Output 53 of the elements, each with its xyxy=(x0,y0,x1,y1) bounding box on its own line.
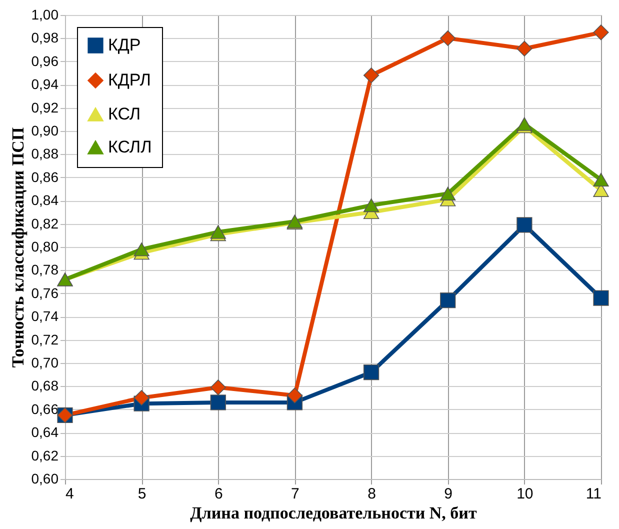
point xyxy=(516,40,532,56)
y-tick-label: 0,80 xyxy=(31,238,59,254)
x-axis-title: Длина подпоследовательности N, бит xyxy=(190,504,478,522)
legend-label: КДР xyxy=(108,36,141,54)
x-tick-label: 9 xyxy=(444,486,453,502)
y-tick-label: 0,68 xyxy=(31,378,59,394)
point xyxy=(286,388,303,404)
y-tick-label: 0,78 xyxy=(31,262,59,278)
point xyxy=(516,217,532,233)
point xyxy=(363,198,380,212)
y-tick-label: 0,94 xyxy=(31,76,59,92)
y-tick-label: 0,84 xyxy=(31,192,59,208)
y-tick-label: 0,60 xyxy=(31,470,59,486)
y-tick-label: 0,90 xyxy=(31,122,59,138)
legend-label: КДРЛ xyxy=(108,70,151,90)
y-tick-label: 0,96 xyxy=(31,52,59,69)
x-tick-label: 5 xyxy=(138,486,146,502)
point xyxy=(363,68,380,84)
y-tick-label: 0,76 xyxy=(31,284,59,301)
point xyxy=(210,394,226,410)
point xyxy=(134,390,150,406)
point xyxy=(516,117,532,131)
point xyxy=(440,186,456,200)
x-tick-label: 7 xyxy=(291,486,300,502)
point xyxy=(210,380,226,396)
x-tick-label: 8 xyxy=(368,486,376,502)
y-tick-label: 0,62 xyxy=(31,447,59,464)
y-tick-label: 0,86 xyxy=(31,168,59,185)
x-tick-label: 11 xyxy=(586,486,602,502)
point xyxy=(440,30,456,46)
point xyxy=(593,24,609,40)
y-tick-label: 0,98 xyxy=(31,30,59,46)
point xyxy=(134,242,150,256)
point xyxy=(440,292,456,308)
point xyxy=(593,290,609,306)
point xyxy=(593,172,609,187)
point xyxy=(363,364,380,380)
y-tick-label: 0,74 xyxy=(31,308,59,324)
y-tick-label: 0,72 xyxy=(31,331,59,348)
y-tick-label: 0,70 xyxy=(31,354,59,370)
y-axis-title: Точность классификации ПСП xyxy=(8,127,28,368)
y-tick-label: 1,00 xyxy=(31,6,59,22)
legend-label: КСЛ xyxy=(108,104,141,124)
legend-label: КСЛЛ xyxy=(108,138,152,156)
x-tick-label: 6 xyxy=(214,486,223,502)
point xyxy=(210,225,226,239)
y-tick-label: 0,66 xyxy=(31,400,59,417)
y-tick-label: 0,82 xyxy=(31,215,59,232)
x-tick-label: 10 xyxy=(516,486,534,502)
x-tick-label: 4 xyxy=(66,486,74,502)
y-tick-label: 0,88 xyxy=(31,146,59,162)
y-tick-label: 0,64 xyxy=(31,424,59,440)
y-tick-label: 0,92 xyxy=(31,99,59,116)
